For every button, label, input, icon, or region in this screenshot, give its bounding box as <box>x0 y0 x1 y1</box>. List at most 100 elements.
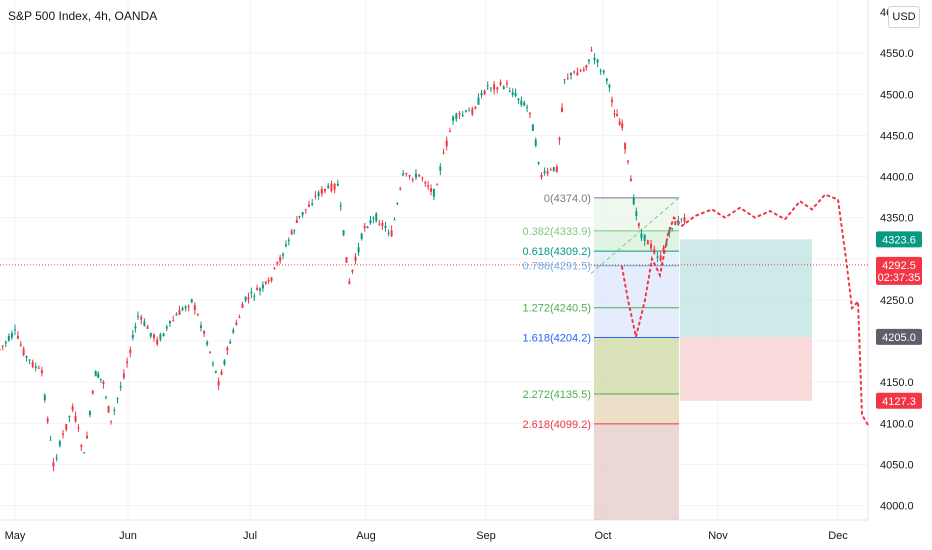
candle-body <box>402 173 405 176</box>
candle-body <box>384 225 387 228</box>
countdown-label: 02:37:35 <box>878 272 921 284</box>
candle-body <box>25 356 28 358</box>
candle-body <box>65 424 68 430</box>
candle-body <box>162 333 165 336</box>
candle-body <box>83 452 86 454</box>
candle-body <box>244 296 247 301</box>
candle-body <box>113 409 116 411</box>
candle-body <box>468 110 471 112</box>
candle-body <box>134 326 137 329</box>
candle-body <box>320 188 323 194</box>
candle-body <box>540 174 543 178</box>
candle-body <box>52 462 55 467</box>
candle-body <box>461 114 464 116</box>
x-tick-label: Dec <box>828 530 848 542</box>
candle-body <box>477 97 480 105</box>
candle-body <box>656 256 659 258</box>
fib-label: 0.618(4309.2) <box>523 246 592 258</box>
candle-body <box>390 230 393 237</box>
candle-body <box>91 390 94 394</box>
candle-body <box>217 381 220 386</box>
candle-body <box>357 247 360 253</box>
candle-body <box>37 367 40 369</box>
candle-body <box>235 322 238 325</box>
candle-body <box>10 333 13 338</box>
candle-body <box>405 173 408 175</box>
x-axis[interactable]: May Jun Jul Aug Sep Oct Nov Dec <box>5 530 849 542</box>
price-tag-label: 4292.5 <box>882 260 916 272</box>
candle-body <box>80 445 83 447</box>
candle-body <box>408 175 411 177</box>
candle-body <box>480 92 483 96</box>
candle-body <box>14 329 16 331</box>
candle-body <box>146 326 149 329</box>
x-tick-label: May <box>5 530 26 542</box>
candle-body <box>28 359 31 361</box>
fib-zone <box>594 394 679 424</box>
candle-body <box>250 291 253 294</box>
candle-body <box>576 72 579 76</box>
candle-body <box>34 366 37 369</box>
candle-body <box>489 87 492 89</box>
candle-body <box>102 381 105 385</box>
candle-body <box>226 347 229 351</box>
fib-zone <box>594 307 679 338</box>
candle-body <box>520 100 523 105</box>
candle-body <box>181 307 184 311</box>
candle-body <box>200 325 203 328</box>
candle-body <box>4 341 7 344</box>
candle-body <box>267 279 270 282</box>
candle-body <box>333 184 336 190</box>
candle-body <box>159 334 162 340</box>
candle-body <box>156 339 159 345</box>
candle-body <box>301 212 304 216</box>
fib-label: 1.618(4204.2) <box>523 333 592 345</box>
candle-body <box>432 188 435 197</box>
candle-body <box>546 171 549 174</box>
candle-body <box>270 277 273 281</box>
candle-body <box>430 188 433 192</box>
candle-body <box>561 107 564 112</box>
candle-body <box>317 192 320 196</box>
candle-body <box>342 230 345 236</box>
candle-body <box>253 295 256 297</box>
candle-body <box>464 110 467 112</box>
candle-body <box>330 183 333 192</box>
candle-body <box>175 314 178 316</box>
candle-body <box>279 257 282 262</box>
fib-zone <box>594 337 679 395</box>
price-line <box>0 46 686 472</box>
candle-body <box>593 57 596 60</box>
fib-label: 0.382(4333.9) <box>523 226 592 238</box>
candle-body <box>436 184 439 186</box>
candle-body <box>566 77 569 79</box>
candle-body <box>0 349 1 351</box>
candle-body <box>282 253 285 256</box>
candle-body <box>31 361 34 368</box>
candle-body <box>314 195 317 197</box>
candle-body <box>264 281 267 284</box>
candle-body <box>372 217 375 219</box>
candle-body <box>375 213 378 222</box>
candle-body <box>68 415 71 418</box>
candle-body <box>55 457 58 459</box>
candle-body <box>165 326 168 329</box>
candle-body <box>579 70 582 72</box>
candle-body <box>360 233 363 240</box>
currency-button[interactable]: USD <box>888 6 920 28</box>
y-axis[interactable]: 4550.0 4500.0 4450.0 4400.0 4350.0 4250.0 4150… <box>880 7 914 513</box>
y-tick-label: 4500.0 <box>880 89 914 101</box>
candle-body <box>427 185 430 187</box>
candle-body <box>517 98 520 100</box>
candle-body <box>22 348 25 356</box>
loss-zone <box>680 336 812 401</box>
candle-body <box>393 219 396 221</box>
candle-body <box>369 220 372 224</box>
candle-body <box>528 112 531 115</box>
candle-body <box>241 304 244 308</box>
x-tick-label: Jul <box>243 530 257 542</box>
candle-body <box>505 83 508 85</box>
price-tag <box>876 328 922 345</box>
candle-body <box>261 284 264 289</box>
